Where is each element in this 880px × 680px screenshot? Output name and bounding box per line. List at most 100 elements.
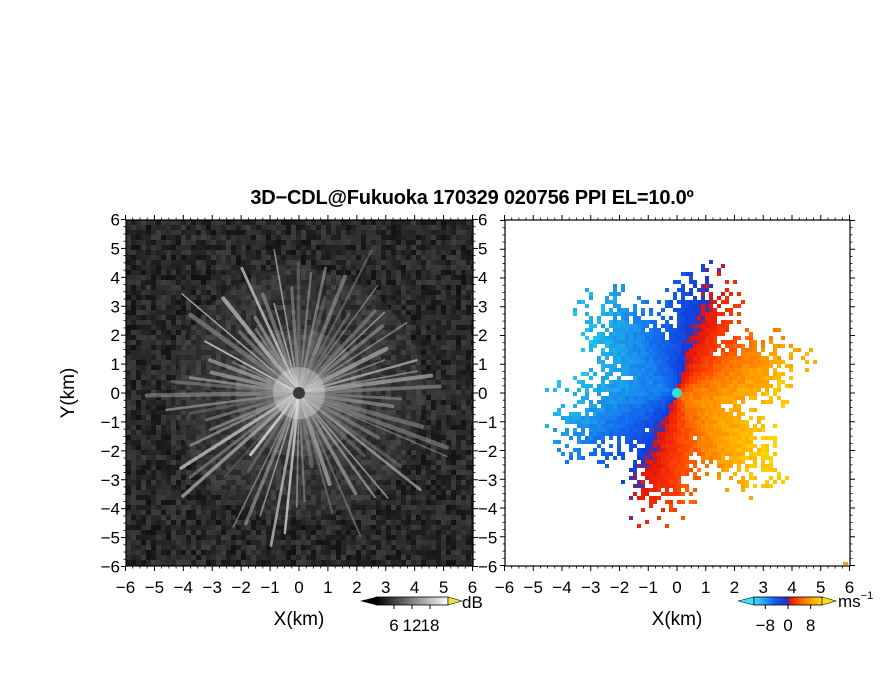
noise-cell: [446, 340, 451, 345]
noise-cell: [241, 540, 246, 545]
noise-cell: [271, 315, 276, 320]
noise-cell: [346, 340, 351, 345]
noise-cell: [341, 280, 346, 285]
noise-cell: [346, 325, 351, 330]
noise-cell: [226, 415, 231, 420]
noise-cell: [411, 480, 416, 485]
noise-cell: [241, 300, 246, 305]
noise-cell: [206, 385, 211, 390]
noise-cell: [251, 475, 256, 480]
noise-cell: [201, 240, 206, 245]
noise-cell: [451, 455, 456, 460]
noise-cell: [256, 225, 261, 230]
noise-cell: [371, 250, 376, 255]
noise-cell: [421, 230, 426, 235]
noise-cell: [316, 310, 321, 315]
noise-cell: [176, 465, 181, 470]
noise-cell: [356, 490, 361, 495]
noise-cell: [261, 265, 266, 270]
noise-cell: [346, 395, 351, 400]
noise-cell: [366, 425, 371, 430]
noise-cell: [176, 495, 181, 500]
noise-cell: [126, 410, 131, 415]
noise-cell: [126, 245, 131, 250]
noise-cell: [331, 310, 336, 315]
noise-cell: [416, 520, 421, 525]
noise-cell: [366, 550, 371, 555]
noise-cell: [191, 275, 196, 280]
noise-cell: [461, 460, 466, 465]
noise-cell: [151, 470, 156, 475]
noise-cell: [371, 485, 376, 490]
noise-cell: [296, 550, 301, 555]
noise-cell: [371, 560, 376, 565]
noise-cell: [196, 230, 201, 235]
noise-cell: [376, 520, 381, 525]
noise-cell: [251, 285, 256, 290]
noise-cell: [271, 270, 276, 275]
noise-cell: [171, 330, 176, 335]
noise-cell: [401, 325, 406, 330]
noise-cell: [396, 290, 401, 295]
noise-cell: [221, 370, 226, 375]
noise-cell: [456, 315, 461, 320]
noise-cell: [306, 350, 311, 355]
noise-cell: [321, 335, 326, 340]
noise-cell: [241, 495, 246, 500]
noise-cell: [176, 290, 181, 295]
noise-cell: [331, 485, 336, 490]
noise-cell: [161, 335, 166, 340]
noise-cell: [461, 350, 466, 355]
noise-cell: [311, 315, 316, 320]
noise-cell: [166, 490, 171, 495]
noise-cell: [146, 250, 151, 255]
noise-cell: [126, 470, 131, 475]
noise-cell: [331, 520, 336, 525]
noise-cell: [396, 560, 401, 565]
noise-cell: [131, 290, 136, 295]
noise-cell: [391, 490, 396, 495]
noise-cell: [171, 295, 176, 300]
noise-cell: [331, 350, 336, 355]
noise-cell: [221, 245, 226, 250]
noise-cell: [316, 225, 321, 230]
noise-cell: [376, 490, 381, 495]
noise-cell: [251, 275, 256, 280]
noise-cell: [191, 250, 196, 255]
noise-cell: [211, 450, 216, 455]
noise-cell: [371, 260, 376, 265]
noise-cell: [126, 300, 131, 305]
noise-cell: [356, 310, 361, 315]
noise-cell: [451, 465, 456, 470]
noise-cell: [456, 520, 461, 525]
noise-cell: [356, 390, 361, 395]
noise-cell: [366, 230, 371, 235]
noise-cell: [421, 340, 426, 345]
noise-cell: [141, 235, 146, 240]
noise-cell: [456, 270, 461, 275]
noise-cell: [246, 220, 251, 225]
noise-cell: [316, 245, 321, 250]
noise-cell: [126, 510, 131, 515]
noise-cell: [381, 540, 386, 545]
noise-cell: [316, 410, 321, 415]
noise-cell: [171, 250, 176, 255]
noise-cell: [381, 370, 386, 375]
noise-cell: [416, 350, 421, 355]
noise-cell: [456, 540, 461, 545]
noise-cell: [416, 260, 421, 265]
noise-cell: [141, 295, 146, 300]
noise-cell: [191, 370, 196, 375]
noise-cell: [176, 430, 181, 435]
backscatter-ray: [296, 390, 450, 450]
noise-cell: [366, 310, 371, 315]
noise-cell: [146, 430, 151, 435]
noise-cell: [126, 370, 131, 375]
noise-cell: [411, 550, 416, 555]
noise-cell: [421, 330, 426, 335]
noise-cell: [241, 525, 246, 530]
noise-cell: [281, 535, 286, 540]
noise-cell: [456, 345, 461, 350]
noise-cell: [226, 495, 231, 500]
noise-cell: [281, 250, 286, 255]
